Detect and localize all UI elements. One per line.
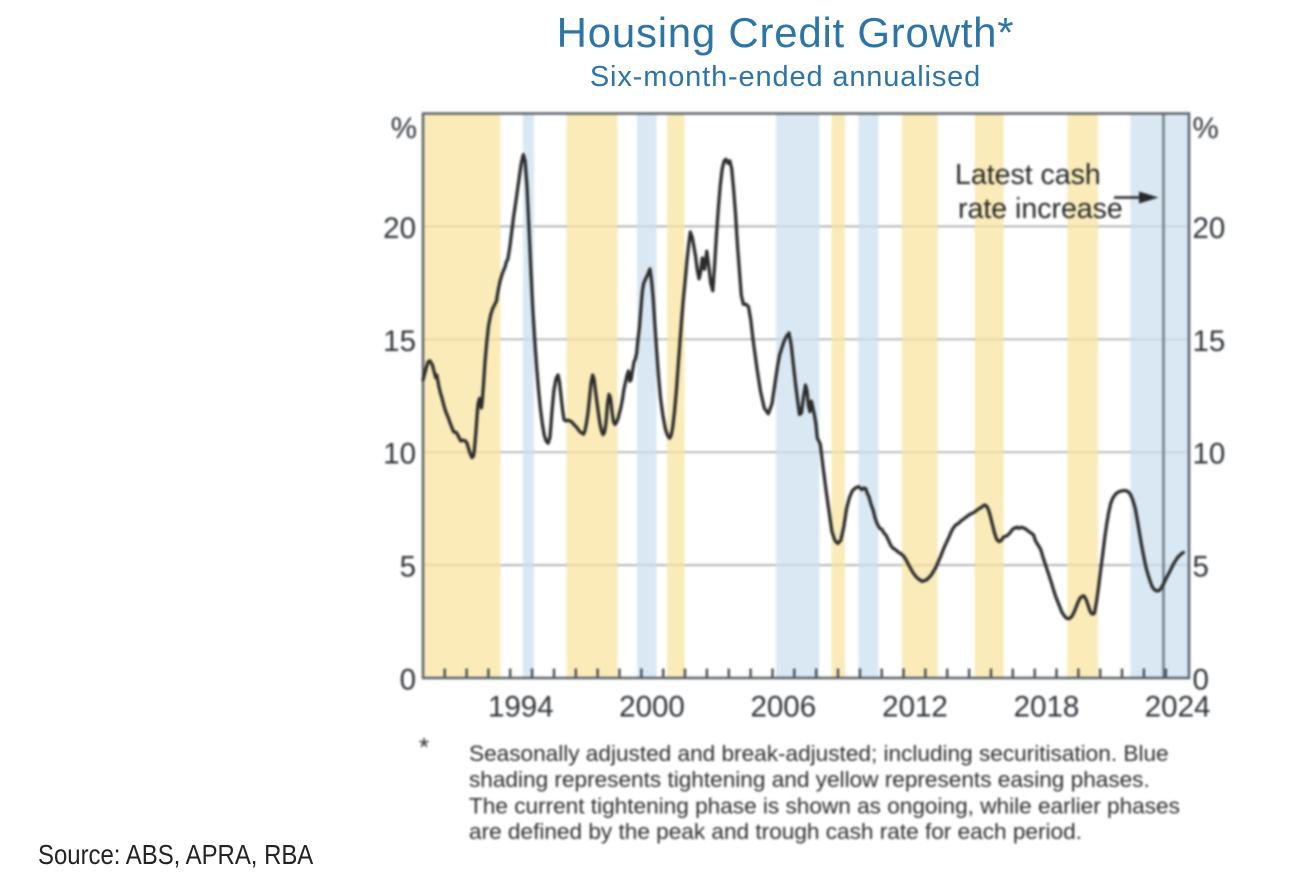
svg-text:20: 20 (383, 212, 416, 245)
svg-text:5: 5 (400, 551, 416, 584)
svg-text:20: 20 (1193, 212, 1226, 245)
svg-text:2006: 2006 (750, 691, 816, 724)
svg-text:0: 0 (400, 664, 416, 697)
svg-text:Seasonally adjusted and break-: Seasonally adjusted and break-adjusted; … (469, 741, 1169, 766)
svg-text:shading represents tightening: shading represents tightening and yellow… (469, 767, 1150, 792)
svg-text:5: 5 (1193, 551, 1209, 584)
svg-text:10: 10 (1193, 438, 1226, 471)
svg-text:are defined by the peak and tr: are defined by the peak and trough cash … (469, 819, 1082, 844)
svg-text:15: 15 (1193, 325, 1226, 358)
svg-text:The current tightening phase i: The current tightening phase is shown as… (469, 794, 1180, 819)
svg-text:0: 0 (1193, 664, 1209, 697)
svg-text:2018: 2018 (1014, 691, 1080, 724)
svg-text:2024: 2024 (1145, 691, 1211, 724)
svg-text:%: % (1193, 112, 1219, 145)
svg-text:2000: 2000 (619, 691, 685, 724)
svg-text:1994: 1994 (488, 691, 554, 724)
svg-text:15: 15 (383, 325, 416, 358)
svg-text:10: 10 (383, 438, 416, 471)
svg-text:*: * (419, 732, 429, 762)
svg-text:rate increase: rate increase (958, 193, 1123, 225)
svg-text:%: % (391, 112, 417, 145)
svg-text:2012: 2012 (882, 691, 948, 724)
svg-text:Latest cash: Latest cash (955, 159, 1101, 191)
